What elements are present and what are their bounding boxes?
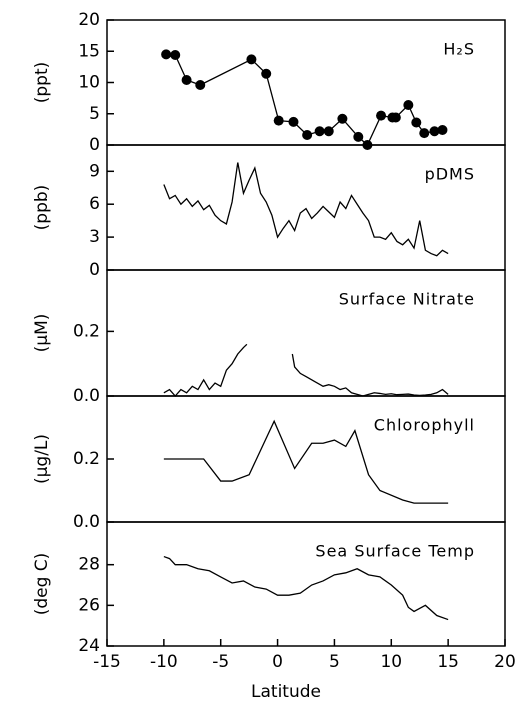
data-point bbox=[323, 126, 334, 137]
y-tick-label: 26 bbox=[78, 595, 100, 615]
x-tick-label: 15 bbox=[437, 652, 459, 672]
x-axis-label: Latitude bbox=[251, 682, 321, 702]
y-axis-label: (deg C) bbox=[32, 553, 52, 616]
y-tick-label: 0.0 bbox=[73, 512, 100, 532]
y-tick-label: 28 bbox=[78, 555, 100, 575]
y-axis-label: (ppb) bbox=[32, 185, 52, 231]
data-point bbox=[302, 130, 313, 140]
data-point bbox=[314, 126, 325, 137]
y-tick-label: 0.0 bbox=[73, 386, 100, 406]
y-tick-label: 20 bbox=[78, 10, 100, 30]
panel-annotation: Chlorophyll bbox=[374, 416, 475, 435]
data-point bbox=[419, 128, 430, 139]
x-tick-label: -5 bbox=[212, 652, 229, 672]
y-axis-label: (ppt) bbox=[32, 62, 52, 104]
x-tick-label: 5 bbox=[329, 652, 340, 672]
data-line bbox=[163, 162, 449, 257]
y-axis-label: (μg/L) bbox=[32, 434, 52, 484]
y-tick-label: 0.2 bbox=[73, 321, 100, 341]
y-tick-label: 5 bbox=[89, 104, 100, 124]
y-tick-label: 0 bbox=[89, 260, 100, 280]
data-line bbox=[163, 343, 449, 397]
data-point bbox=[195, 80, 206, 90]
data-line bbox=[163, 419, 449, 504]
y-axis-label: (μM) bbox=[32, 314, 52, 353]
y-tick-label: 24 bbox=[78, 636, 100, 656]
x-tick-label: 20 bbox=[494, 652, 516, 672]
data-point bbox=[353, 131, 364, 142]
data-point bbox=[273, 115, 284, 126]
x-tick-label: -15 bbox=[93, 652, 121, 672]
y-tick-label: 10 bbox=[78, 73, 100, 93]
y-tick-label: 9 bbox=[89, 161, 100, 181]
data-point bbox=[246, 54, 257, 65]
panel-frame bbox=[106, 521, 506, 647]
y-tick-label: 6 bbox=[89, 194, 100, 214]
data-point bbox=[437, 125, 448, 135]
y-tick-label: 3 bbox=[89, 227, 100, 247]
data-point bbox=[181, 75, 192, 85]
data-point bbox=[261, 68, 272, 79]
x-tick-label: 10 bbox=[380, 652, 402, 672]
panel-annotation: pDMS bbox=[425, 165, 475, 184]
panel-annotation: H₂S bbox=[443, 40, 475, 59]
data-line bbox=[163, 555, 449, 621]
data-point bbox=[411, 117, 422, 128]
x-tick-label: -10 bbox=[150, 652, 178, 672]
data-point bbox=[403, 100, 414, 110]
y-tick-label: 0 bbox=[89, 135, 100, 155]
data-point bbox=[337, 113, 348, 124]
data-point bbox=[429, 126, 440, 137]
data-point bbox=[288, 116, 299, 127]
panel-annotation: Sea Surface Temp bbox=[315, 542, 475, 561]
x-tick-label: 0 bbox=[272, 652, 283, 672]
y-tick-label: 0.2 bbox=[73, 449, 100, 469]
data-line bbox=[166, 53, 443, 147]
data-point bbox=[170, 50, 181, 60]
data-point bbox=[161, 49, 172, 60]
y-tick-label: 15 bbox=[78, 41, 100, 61]
data-point bbox=[376, 110, 387, 121]
panel-annotation: Surface Nitrate bbox=[339, 290, 475, 309]
data-point bbox=[390, 112, 401, 123]
